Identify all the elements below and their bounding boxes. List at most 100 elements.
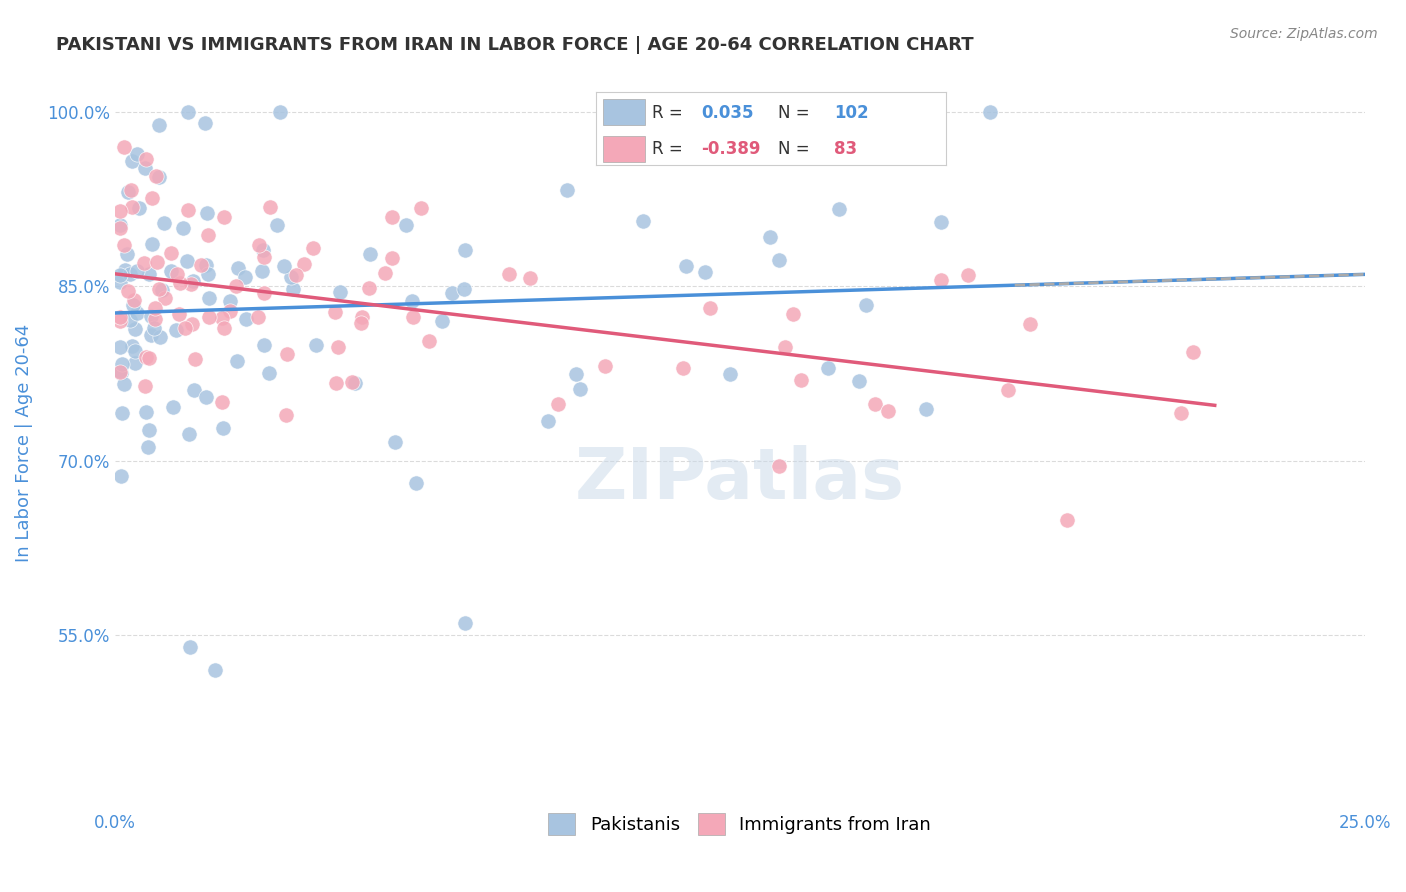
Point [440, 285, 463, 300]
Point [359, 247, 381, 261]
Point [305, 337, 328, 351]
Point [253, 338, 276, 352]
Point [537, 414, 560, 428]
Point [135, 350, 157, 364]
Point [169, 276, 191, 290]
Point [418, 334, 440, 349]
Point [1170, 406, 1192, 420]
Point [108, 220, 131, 235]
Point [212, 320, 235, 334]
Point [121, 153, 143, 168]
Point [162, 400, 184, 414]
Point [325, 376, 347, 390]
Point [253, 250, 276, 264]
Point [108, 204, 131, 219]
Point [118, 313, 141, 327]
Point [252, 264, 274, 278]
Point [343, 376, 366, 390]
Point [233, 269, 256, 284]
Point [117, 285, 139, 299]
Point [115, 247, 138, 261]
Point [672, 360, 695, 375]
Point [235, 311, 257, 326]
Point [828, 202, 851, 216]
Point [226, 354, 249, 368]
Point [405, 475, 427, 490]
Point [352, 310, 374, 324]
Point [246, 310, 269, 324]
Point [122, 298, 145, 312]
Point [108, 310, 131, 325]
Point [141, 191, 163, 205]
Point [595, 359, 617, 373]
Point [125, 306, 148, 320]
Point [135, 405, 157, 419]
Point [323, 305, 346, 319]
Point [172, 221, 194, 235]
Point [141, 236, 163, 251]
Point [121, 200, 143, 214]
Point [108, 314, 131, 328]
Point [773, 341, 796, 355]
Text: Source: ZipAtlas.com: Source: ZipAtlas.com [1230, 27, 1378, 41]
Point [432, 314, 454, 328]
Point [302, 241, 325, 255]
Point [111, 358, 134, 372]
Point [292, 257, 315, 271]
Point [855, 298, 877, 312]
Point [110, 366, 132, 380]
Point [138, 423, 160, 437]
Point [128, 201, 150, 215]
Point [454, 616, 477, 631]
Point [675, 260, 697, 274]
Point [108, 275, 131, 289]
Point [190, 258, 212, 272]
Point [718, 367, 741, 381]
Point [108, 340, 131, 354]
Point [112, 140, 135, 154]
Point [145, 169, 167, 183]
Point [1019, 317, 1042, 331]
Point [699, 301, 721, 316]
Point [269, 105, 291, 120]
Point [148, 118, 170, 132]
Point [153, 215, 176, 229]
Point [454, 244, 477, 258]
Point [193, 116, 215, 130]
Point [568, 382, 591, 396]
Text: PAKISTANI VS IMMIGRANTS FROM IRAN IN LABOR FORCE | AGE 20-64 CORRELATION CHART: PAKISTANI VS IMMIGRANTS FROM IRAN IN LAB… [56, 36, 974, 54]
Point [266, 219, 288, 233]
Point [160, 246, 183, 260]
Point [790, 374, 813, 388]
Point [139, 327, 162, 342]
Point [143, 321, 166, 335]
Point [177, 105, 200, 120]
Point [181, 274, 204, 288]
Point [865, 397, 887, 411]
Point [329, 285, 352, 299]
Point [979, 105, 1001, 120]
Point [165, 323, 187, 337]
Point [276, 347, 298, 361]
Point [121, 339, 143, 353]
Point [112, 238, 135, 252]
Point [817, 361, 839, 376]
Point [661, 115, 683, 129]
Point [280, 270, 302, 285]
Point [276, 409, 298, 423]
Point [148, 169, 170, 184]
Point [134, 161, 156, 175]
Point [401, 293, 423, 308]
Point [247, 237, 270, 252]
Point [253, 285, 276, 300]
Legend: Pakistanis, Immigrants from Iran: Pakistanis, Immigrants from Iran [540, 804, 941, 844]
Point [219, 294, 242, 309]
Point [174, 321, 197, 335]
Point [197, 227, 219, 242]
Point [134, 256, 156, 270]
Point [149, 330, 172, 344]
Point [134, 378, 156, 392]
Point [1182, 345, 1205, 359]
Point [180, 277, 202, 291]
Point [153, 291, 176, 305]
